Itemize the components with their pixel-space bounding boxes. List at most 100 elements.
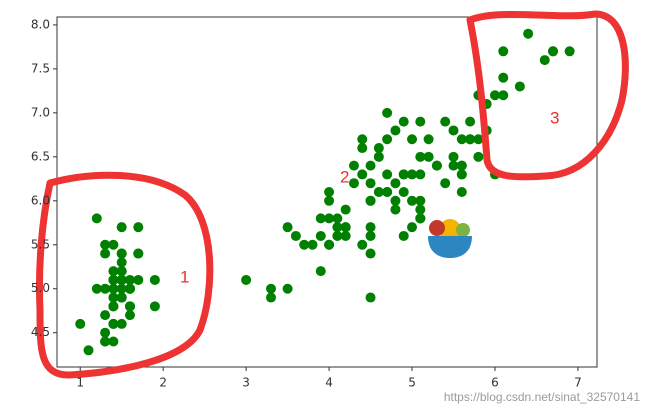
point (108, 266, 119, 277)
point (100, 327, 111, 338)
point (340, 230, 351, 241)
point (407, 222, 418, 233)
point (390, 195, 401, 206)
point (100, 283, 111, 294)
point (431, 160, 442, 171)
point (423, 151, 434, 162)
point (133, 222, 144, 233)
point (133, 274, 144, 285)
point (514, 81, 525, 92)
point (91, 213, 102, 224)
point (382, 134, 393, 145)
point (266, 292, 277, 303)
points-layer (75, 28, 575, 356)
point (332, 230, 343, 241)
point (523, 28, 534, 39)
y-tick-label: 6.0 (31, 193, 50, 207)
point (116, 248, 127, 259)
point (489, 90, 500, 101)
point (440, 116, 451, 127)
point (357, 239, 368, 250)
highlight-circle (35, 171, 214, 379)
point (373, 151, 384, 162)
point (133, 248, 144, 259)
point (91, 283, 102, 294)
y-tick-label: 5.0 (31, 281, 50, 295)
point (365, 248, 376, 259)
point (324, 213, 335, 224)
point (315, 230, 326, 241)
point (407, 195, 418, 206)
y-tick-label: 5.5 (31, 237, 50, 251)
point (124, 301, 135, 312)
watermark: https://blog.csdn.net/sinat_32570141 (444, 390, 640, 404)
point (100, 239, 111, 250)
point (398, 116, 409, 127)
point (415, 213, 426, 224)
point (357, 169, 368, 180)
point (116, 222, 127, 233)
point (415, 116, 426, 127)
point (282, 222, 293, 233)
point (315, 266, 326, 277)
point (448, 160, 459, 171)
point (75, 318, 86, 329)
point (365, 292, 376, 303)
x-tick-label: 4 (325, 376, 333, 390)
x-tick-label: 1 (76, 376, 84, 390)
icon (428, 219, 472, 258)
x-tick-label: 3 (242, 376, 250, 390)
point (324, 239, 335, 250)
point (456, 160, 467, 171)
point (282, 283, 293, 294)
x-tick-label: 2 (159, 376, 167, 390)
point (241, 274, 252, 285)
point (390, 125, 401, 136)
point (290, 230, 301, 241)
point (340, 204, 351, 215)
point (407, 134, 418, 145)
point (124, 274, 135, 285)
point (373, 143, 384, 154)
point (307, 239, 318, 250)
point (373, 187, 384, 197)
point (407, 169, 418, 180)
point (456, 169, 467, 180)
point (365, 178, 376, 189)
point (108, 301, 119, 312)
point (108, 292, 119, 303)
point (332, 213, 343, 224)
y-tick-label: 7.5 (31, 61, 50, 75)
y-tick-label: 4.5 (31, 325, 50, 339)
y-tick-label: 8.0 (31, 17, 50, 31)
annotation: 3 (550, 108, 559, 127)
point (564, 46, 575, 57)
point (365, 222, 376, 233)
point (382, 187, 393, 197)
annotation: 2 (340, 167, 349, 186)
point (116, 283, 127, 294)
point (465, 134, 476, 145)
point (448, 125, 459, 136)
point (448, 151, 459, 162)
point (415, 151, 426, 162)
point (108, 283, 119, 294)
point (315, 213, 326, 224)
x-tick-label: 5 (408, 376, 416, 390)
point (498, 72, 509, 83)
highlight-circle (466, 10, 629, 181)
point (357, 143, 368, 154)
point (415, 195, 426, 206)
point (382, 107, 393, 118)
point (539, 55, 550, 66)
point (415, 169, 426, 180)
y-tick-label: 7.0 (31, 105, 50, 119)
point (108, 274, 119, 285)
x-tick-label: 7 (574, 376, 582, 390)
point (149, 274, 160, 285)
point (398, 169, 409, 180)
point (299, 239, 310, 250)
point (116, 292, 127, 303)
point (348, 178, 359, 189)
point (423, 134, 434, 145)
